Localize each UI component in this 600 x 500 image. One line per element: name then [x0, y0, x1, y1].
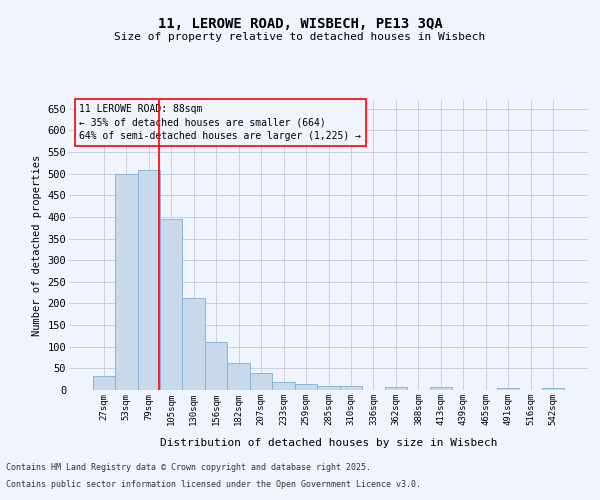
Bar [92, 376, 115, 390]
Bar [385, 386, 407, 390]
Text: Contains public sector information licensed under the Open Government Licence v3: Contains public sector information licen… [6, 480, 421, 489]
Bar [340, 386, 362, 390]
Bar [205, 342, 227, 390]
Bar [250, 373, 272, 390]
Bar [227, 363, 250, 390]
Bar [115, 174, 137, 390]
Bar [272, 382, 295, 390]
Bar [317, 386, 340, 390]
Text: Size of property relative to detached houses in Wisbech: Size of property relative to detached ho… [115, 32, 485, 42]
Bar [542, 388, 565, 390]
Bar [182, 298, 205, 390]
Bar [430, 387, 452, 390]
Y-axis label: Number of detached properties: Number of detached properties [32, 154, 42, 336]
Text: 11, LEROWE ROAD, WISBECH, PE13 3QA: 11, LEROWE ROAD, WISBECH, PE13 3QA [158, 18, 442, 32]
Bar [497, 388, 520, 390]
Text: Contains HM Land Registry data © Crown copyright and database right 2025.: Contains HM Land Registry data © Crown c… [6, 464, 371, 472]
Bar [137, 170, 160, 390]
Text: 11 LEROWE ROAD: 88sqm
← 35% of detached houses are smaller (664)
64% of semi-det: 11 LEROWE ROAD: 88sqm ← 35% of detached … [79, 104, 361, 141]
Bar [295, 384, 317, 390]
Text: Distribution of detached houses by size in Wisbech: Distribution of detached houses by size … [160, 438, 497, 448]
Bar [160, 218, 182, 390]
